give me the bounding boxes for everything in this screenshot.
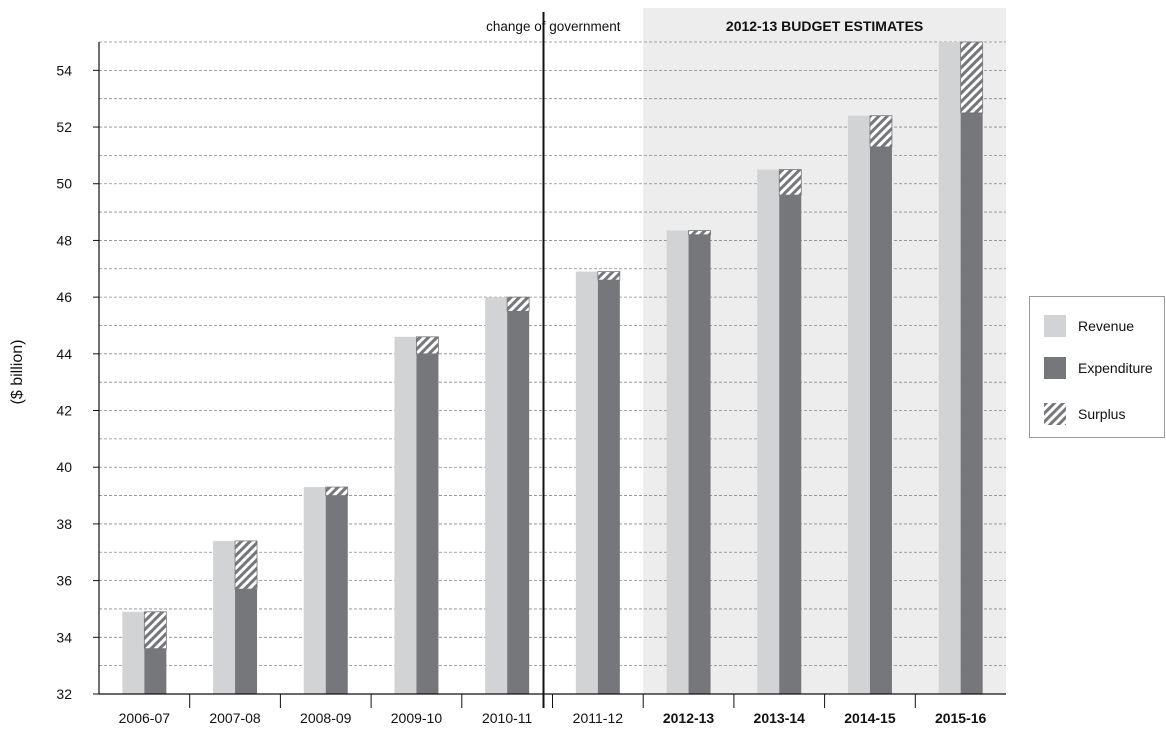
x-tick-label: 2007-08 bbox=[209, 710, 261, 726]
legend-label-revenue: Revenue bbox=[1078, 318, 1135, 334]
legend-item-expenditure: Expenditure bbox=[1044, 357, 1153, 379]
revenue-bar bbox=[938, 42, 961, 694]
budget-estimates-title: 2012-13 BUDGET ESTIMATES bbox=[726, 18, 923, 34]
y-tick-label: 32 bbox=[56, 686, 72, 702]
revenue-bar bbox=[666, 230, 689, 694]
bars bbox=[122, 41, 984, 695]
surplus-segment bbox=[325, 486, 349, 496]
legend-label-surplus: Surplus bbox=[1078, 406, 1126, 422]
y-tick-label: 38 bbox=[56, 516, 72, 532]
surplus-segment bbox=[234, 540, 258, 590]
legend-item-revenue: Revenue bbox=[1044, 315, 1134, 337]
y-tick-label: 50 bbox=[56, 176, 72, 192]
x-axis-ticks: 2006-07 2007-08 2008-09 2009-10 2010-11 2011-… bbox=[119, 694, 987, 726]
x-tick-label: 2014-15 bbox=[844, 710, 896, 726]
expenditure-bar bbox=[779, 195, 802, 695]
y-tick-label: 42 bbox=[56, 403, 72, 419]
x-tick-label: 2013-14 bbox=[754, 710, 806, 726]
expenditure-bar bbox=[960, 112, 983, 694]
revenue-bar bbox=[303, 487, 326, 694]
surplus-segment bbox=[506, 296, 530, 312]
x-tick-label: 2010-11 bbox=[482, 710, 533, 726]
y-tick-label: 52 bbox=[56, 119, 72, 135]
y-tick-label: 44 bbox=[56, 346, 72, 362]
expenditure-bar bbox=[597, 280, 620, 694]
surplus-segment bbox=[416, 336, 439, 355]
expenditure-bar bbox=[416, 353, 439, 694]
y-tick-label: 46 bbox=[56, 289, 72, 305]
expenditure-bar bbox=[688, 234, 711, 695]
surplus-segment bbox=[960, 41, 984, 114]
revenue-bar bbox=[213, 540, 236, 694]
x-tick-label: 2015-16 bbox=[935, 710, 987, 726]
expenditure-bar bbox=[507, 311, 530, 694]
surplus-segment bbox=[597, 271, 621, 281]
x-tick-label: 2009-10 bbox=[391, 710, 443, 726]
y-tick-label: 36 bbox=[56, 573, 72, 589]
revenue-bar bbox=[394, 336, 417, 694]
surplus-segment bbox=[688, 230, 711, 236]
revenue-bar bbox=[575, 271, 598, 694]
revenue-bar bbox=[485, 297, 508, 694]
x-tick-label: 2008-09 bbox=[300, 710, 352, 726]
legend: Revenue Expenditure Surplus bbox=[1029, 296, 1165, 438]
x-tick-label: 2011-12 bbox=[573, 710, 624, 726]
expenditure-bar bbox=[235, 589, 258, 694]
y-tick-label: 34 bbox=[56, 629, 72, 645]
revenue-bar bbox=[122, 611, 145, 694]
surplus-segment bbox=[778, 169, 802, 196]
y-tick-label: 54 bbox=[56, 62, 72, 78]
surplus-swatch bbox=[1044, 403, 1066, 425]
expenditure-bar bbox=[144, 648, 167, 694]
expenditure-swatch bbox=[1044, 357, 1066, 379]
revenue-bar bbox=[847, 115, 870, 694]
x-tick-label: 2006-07 bbox=[119, 710, 171, 726]
expenditure-bar bbox=[325, 495, 348, 694]
y-axis-ticks: 32 34 36 38 40 42 44 46 48 50 52 54 bbox=[56, 62, 99, 702]
x-tick-label: 2012-13 bbox=[663, 710, 715, 726]
legend-item-surplus: Surplus bbox=[1044, 403, 1125, 425]
surplus-segment bbox=[869, 115, 893, 148]
y-axis-label: ($ billion) bbox=[9, 340, 26, 405]
legend-label-expenditure: Expenditure bbox=[1078, 360, 1153, 376]
expenditure-bar bbox=[869, 146, 892, 694]
revenue-bar bbox=[757, 169, 780, 695]
change-of-government-label: change of government bbox=[486, 19, 621, 34]
y-tick-label: 48 bbox=[56, 232, 72, 248]
y-tick-label: 40 bbox=[56, 459, 72, 475]
revenue-swatch bbox=[1044, 315, 1066, 337]
surplus-segment bbox=[143, 611, 167, 650]
